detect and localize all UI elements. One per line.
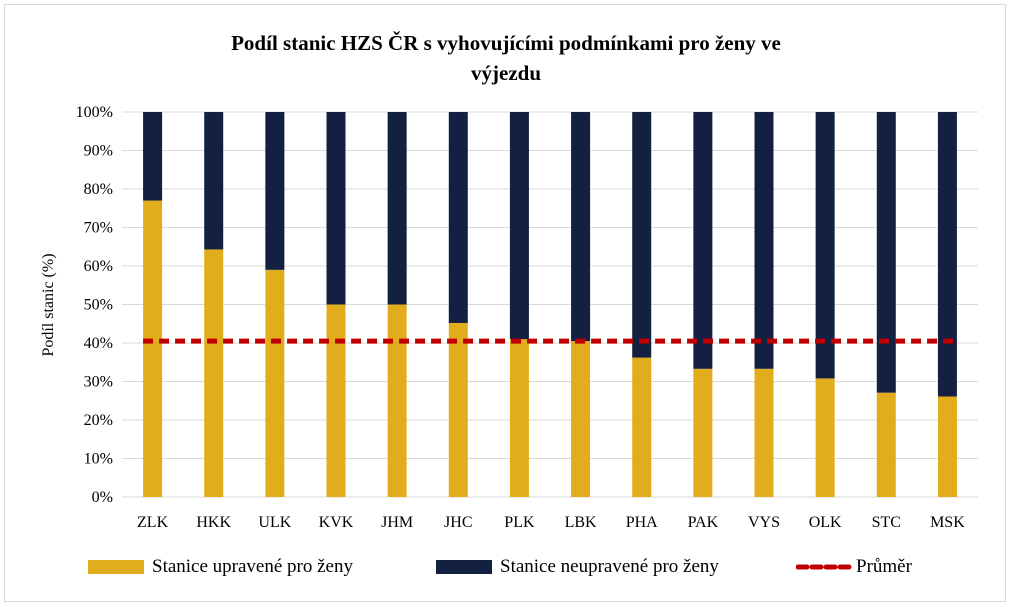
y-tick-label: 70% bbox=[84, 220, 113, 237]
legend-item-prumer: Průměr bbox=[796, 552, 912, 582]
legend-swatch-prumer bbox=[796, 564, 852, 570]
gridlines bbox=[122, 111, 978, 498]
legend-item-upravene: Stanice upravené pro ženy bbox=[88, 552, 353, 582]
legend-label-upravene: Stanice upravené pro ženy bbox=[152, 556, 353, 577]
y-axis-title: Podíl stanic (%) bbox=[40, 253, 57, 356]
x-tick-label: ULK bbox=[258, 514, 291, 531]
legend: Stanice upravené pro ženy Stanice neupra… bbox=[0, 552, 1012, 582]
x-tick-label: OLK bbox=[809, 514, 842, 531]
bar-neupravene-stc bbox=[876, 112, 896, 393]
y-tick-labels: 0% 10% 20% 30% 40% 50% 60% 70% 80% 90% 100% bbox=[76, 104, 113, 506]
bar-upravene-plk bbox=[509, 339, 529, 497]
bar-neupravene-jhc bbox=[448, 112, 468, 323]
legend-label-prumer: Průměr bbox=[856, 556, 912, 577]
chart-title-line-1: Podíl stanic HZS ČR s vyhovujícími podmí… bbox=[231, 31, 781, 55]
bar-upravene-vys bbox=[754, 368, 774, 497]
bar-upravene-lbk bbox=[571, 341, 591, 497]
x-tick-label: PHA bbox=[626, 514, 658, 531]
bar-upravene-hkk bbox=[204, 249, 224, 497]
x-tick-label: HKK bbox=[196, 514, 231, 531]
bar-upravene-kvk bbox=[326, 304, 346, 497]
bars bbox=[143, 112, 957, 498]
bar-upravene-pha bbox=[632, 357, 652, 497]
legend-swatch-neupravene bbox=[436, 560, 492, 574]
bar-upravene-stc bbox=[876, 392, 896, 497]
x-tick-label: VYS bbox=[748, 514, 780, 531]
x-tick-label: LBK bbox=[565, 514, 597, 531]
bar-neupravene-msk bbox=[937, 112, 957, 397]
legend-label-neupravene: Stanice neupravené pro ženy bbox=[500, 556, 719, 577]
bar-neupravene-jhm bbox=[387, 112, 407, 305]
bar-upravene-msk bbox=[937, 396, 957, 497]
bar-neupravene-vys bbox=[754, 112, 774, 369]
bar-neupravene-kvk bbox=[326, 112, 346, 305]
x-tick-label: MSK bbox=[930, 514, 965, 531]
y-tick-label: 20% bbox=[84, 412, 113, 429]
bar-neupravene-ulk bbox=[265, 112, 285, 270]
x-tick-labels: ZLK HKK ULK KVK JHM JHC PLK LBK PHA PAK VYS OLK STC M… bbox=[137, 514, 965, 531]
bar-neupravene-hkk bbox=[204, 112, 224, 250]
bar-upravene-ulk bbox=[265, 269, 285, 497]
x-tick-label: JHM bbox=[381, 514, 413, 531]
y-tick-label: 60% bbox=[84, 258, 113, 275]
bar-neupravene-plk bbox=[509, 112, 529, 340]
y-tick-label: 10% bbox=[84, 451, 113, 468]
y-tick-label: 80% bbox=[84, 181, 113, 198]
x-tick-label: PLK bbox=[504, 514, 535, 531]
chart-frame bbox=[4, 4, 1006, 602]
x-tick-label: JHC bbox=[444, 514, 472, 531]
bar-upravene-olk bbox=[815, 378, 835, 497]
bar-upravene-zlk bbox=[143, 200, 163, 498]
x-tick-label: STC bbox=[872, 514, 901, 531]
x-tick-label: PAK bbox=[688, 514, 719, 531]
bar-neupravene-olk bbox=[815, 112, 835, 379]
x-tick-label: ZLK bbox=[137, 514, 169, 531]
bar-neupravene-pha bbox=[632, 112, 652, 358]
bar-upravene-pak bbox=[693, 368, 713, 497]
bar-neupravene-pak bbox=[693, 112, 713, 369]
chart-title-line-2: výjezdu bbox=[471, 61, 541, 85]
y-tick-label: 100% bbox=[76, 104, 113, 121]
y-tick-label: 50% bbox=[84, 297, 113, 314]
chart-title: Podíl stanic HZS ČR s vyhovujícími podmí… bbox=[0, 28, 1012, 88]
y-tick-label: 0% bbox=[92, 489, 113, 506]
bar-upravene-jhc bbox=[448, 322, 468, 497]
legend-swatch-upravene bbox=[88, 560, 144, 574]
bar-upravene-jhm bbox=[387, 304, 407, 497]
bar-neupravene-zlk bbox=[143, 112, 163, 201]
bar-neupravene-lbk bbox=[571, 112, 591, 342]
x-tick-label: KVK bbox=[319, 514, 354, 531]
y-tick-label: 30% bbox=[84, 374, 113, 391]
y-tick-label: 90% bbox=[84, 143, 113, 160]
y-tick-label: 40% bbox=[84, 335, 113, 352]
legend-item-neupravene: Stanice neupravené pro ženy bbox=[436, 552, 719, 582]
